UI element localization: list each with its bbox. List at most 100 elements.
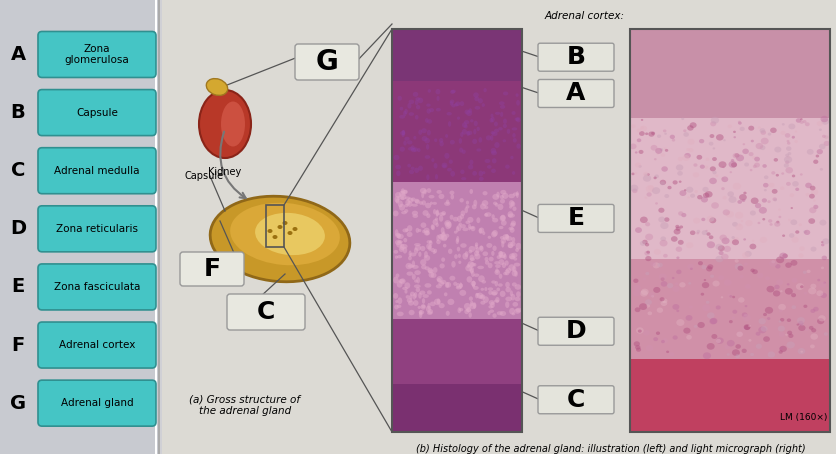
Ellipse shape (804, 193, 808, 197)
Ellipse shape (642, 172, 648, 177)
Ellipse shape (645, 185, 653, 192)
Ellipse shape (762, 218, 764, 221)
Ellipse shape (509, 242, 515, 247)
Ellipse shape (681, 118, 683, 120)
Text: A: A (10, 45, 26, 64)
Ellipse shape (433, 299, 440, 305)
Ellipse shape (491, 150, 497, 155)
Ellipse shape (444, 234, 449, 238)
Ellipse shape (734, 263, 742, 270)
Ellipse shape (766, 317, 769, 320)
Ellipse shape (686, 197, 689, 198)
Ellipse shape (679, 282, 685, 287)
Ellipse shape (460, 243, 466, 248)
Ellipse shape (734, 354, 739, 358)
Ellipse shape (693, 325, 696, 328)
Ellipse shape (803, 292, 806, 295)
Ellipse shape (491, 132, 497, 136)
Ellipse shape (661, 301, 664, 303)
Ellipse shape (823, 135, 828, 139)
Ellipse shape (438, 281, 444, 286)
Ellipse shape (456, 224, 461, 231)
Ellipse shape (439, 141, 443, 147)
Ellipse shape (463, 303, 471, 310)
Ellipse shape (682, 328, 690, 334)
Ellipse shape (478, 246, 482, 250)
Ellipse shape (481, 280, 486, 284)
Ellipse shape (686, 242, 692, 248)
Ellipse shape (779, 318, 783, 321)
Ellipse shape (671, 286, 679, 292)
Ellipse shape (504, 260, 508, 266)
Ellipse shape (784, 153, 788, 157)
Ellipse shape (472, 281, 475, 287)
Ellipse shape (432, 251, 436, 254)
Ellipse shape (491, 281, 496, 284)
Ellipse shape (512, 171, 515, 175)
Ellipse shape (653, 158, 656, 160)
Ellipse shape (393, 276, 398, 283)
Ellipse shape (775, 279, 782, 285)
Ellipse shape (465, 308, 471, 312)
Ellipse shape (447, 299, 454, 305)
Text: Capsule: Capsule (76, 108, 118, 118)
Ellipse shape (717, 245, 724, 251)
Ellipse shape (429, 108, 434, 112)
Ellipse shape (441, 211, 446, 216)
Ellipse shape (410, 148, 415, 152)
Ellipse shape (767, 351, 774, 358)
Ellipse shape (466, 201, 468, 205)
Ellipse shape (444, 153, 449, 159)
Ellipse shape (659, 297, 664, 301)
Ellipse shape (777, 332, 783, 337)
Ellipse shape (731, 349, 739, 356)
Ellipse shape (700, 197, 707, 202)
Ellipse shape (672, 180, 677, 184)
Text: D: D (565, 319, 585, 343)
Ellipse shape (762, 164, 766, 168)
Ellipse shape (404, 109, 407, 114)
Ellipse shape (705, 158, 709, 161)
Ellipse shape (402, 287, 407, 290)
Ellipse shape (468, 250, 472, 253)
Ellipse shape (648, 292, 654, 297)
Ellipse shape (748, 244, 756, 249)
Ellipse shape (425, 118, 428, 123)
Ellipse shape (464, 309, 468, 314)
Ellipse shape (777, 304, 785, 310)
Ellipse shape (808, 207, 815, 213)
Ellipse shape (630, 185, 638, 192)
Ellipse shape (634, 172, 636, 174)
Ellipse shape (512, 138, 516, 143)
Ellipse shape (752, 269, 757, 274)
Ellipse shape (635, 327, 643, 334)
Ellipse shape (444, 282, 449, 288)
Text: (a) Gross structure of
the adrenal gland: (a) Gross structure of the adrenal gland (189, 394, 300, 415)
Ellipse shape (750, 269, 754, 272)
Ellipse shape (510, 201, 515, 207)
Ellipse shape (743, 325, 749, 330)
Ellipse shape (511, 312, 515, 316)
Ellipse shape (426, 174, 429, 180)
Ellipse shape (499, 311, 506, 316)
Ellipse shape (426, 311, 432, 315)
Text: G: G (10, 394, 26, 413)
Ellipse shape (790, 293, 795, 297)
Ellipse shape (199, 90, 251, 158)
Ellipse shape (452, 281, 456, 286)
Ellipse shape (804, 183, 811, 188)
Ellipse shape (396, 311, 403, 316)
Ellipse shape (508, 206, 512, 209)
Ellipse shape (513, 308, 520, 314)
Text: C: C (257, 300, 275, 324)
Ellipse shape (515, 243, 521, 250)
Ellipse shape (655, 331, 660, 335)
Ellipse shape (425, 202, 431, 208)
Ellipse shape (500, 190, 506, 195)
Ellipse shape (456, 247, 460, 252)
Ellipse shape (469, 189, 472, 194)
Ellipse shape (739, 275, 743, 278)
Ellipse shape (411, 274, 415, 280)
Ellipse shape (803, 305, 807, 308)
Ellipse shape (784, 334, 787, 336)
